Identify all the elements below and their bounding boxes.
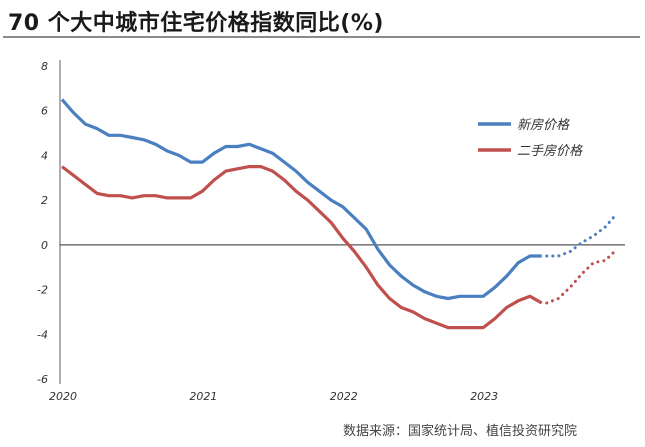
legend-label: 新房价格: [517, 118, 570, 133]
x-tick-label: 2023: [470, 390, 498, 403]
x-tick-label: 2021: [189, 390, 217, 403]
x-axis-ticks: 2020 2021 2022 2023: [49, 390, 498, 403]
series-forecast-new-homes: [545, 212, 619, 258]
chart-title: 70 个大中城市住宅价格指数同比(%): [8, 11, 384, 36]
series-line-new-homes: [60, 98, 542, 301]
axes: [59, 60, 625, 384]
y-tick-label: -6: [37, 373, 48, 386]
x-tick-label: 2020: [49, 390, 77, 403]
series-line-resale-homes: [61, 165, 543, 330]
y-tick-label: 4: [41, 149, 48, 162]
data-source-note: 数据来源：国家统计局、植信投资研究院: [343, 424, 578, 439]
y-tick-label: -2: [37, 284, 48, 297]
y-tick-label: 0: [41, 239, 48, 252]
legend-label: 二手房价格: [517, 144, 583, 159]
series-lines: [60, 98, 619, 330]
y-axis-ticks: 8 6 4 2 0 -2 -4 -6: [37, 60, 48, 386]
title-divider: [3, 36, 640, 38]
y-tick-label: 6: [41, 105, 48, 118]
series-forecast-resale-homes: [545, 247, 619, 305]
y-tick-label: -4: [37, 328, 48, 341]
y-tick-label: 8: [41, 60, 48, 73]
y-tick-label: 2: [41, 194, 48, 207]
x-tick-label: 2022: [330, 390, 358, 403]
